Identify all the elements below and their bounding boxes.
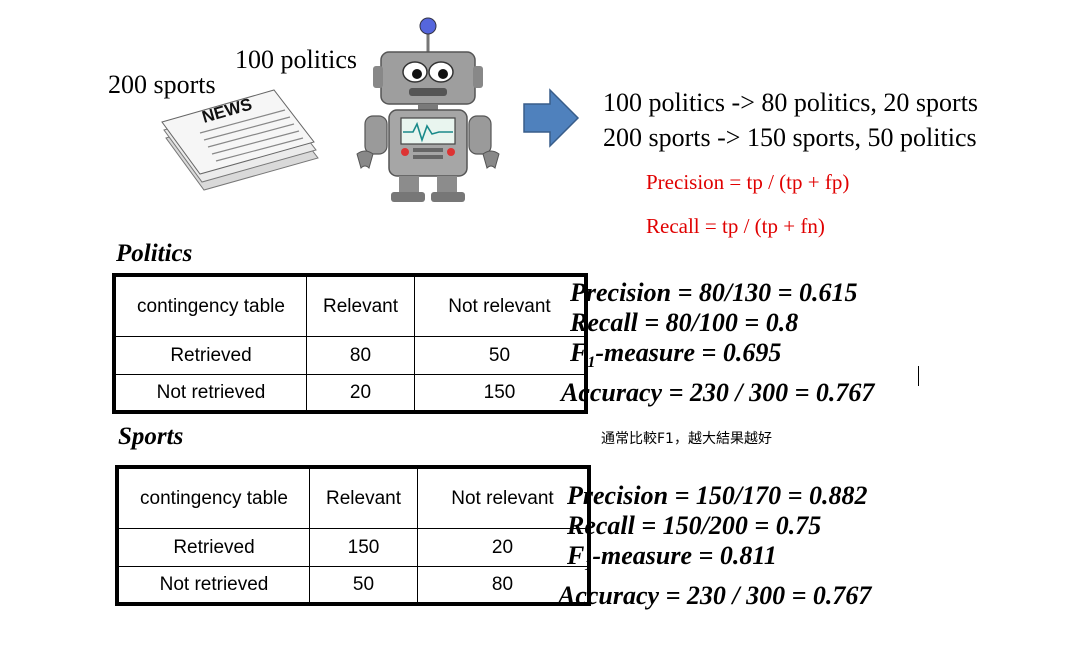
precision-metric: Precision = 80/130 = 0.615: [570, 278, 858, 307]
text-cursor: [918, 366, 919, 386]
table-header-cell: contingency table: [115, 276, 307, 337]
table-cell: Not retrieved: [118, 566, 310, 603]
table-cell: Retrieved: [115, 336, 307, 375]
recall-metric: Recall = 80/100 = 0.8: [570, 308, 799, 337]
politics-heading: Politics: [116, 240, 193, 267]
table-cell: 50: [414, 336, 585, 375]
accuracy-metric: Accuracy = 230 / 300 = 0.767: [561, 378, 875, 408]
table-cell: 50: [309, 566, 418, 603]
robot-icon: [356, 17, 500, 202]
table-header-cell: Not relevant: [414, 276, 585, 337]
input-sports-label: 200 sports: [108, 70, 216, 99]
table-row: Retrieved 150 20: [118, 528, 588, 567]
precision-metric: Precision = 150/170 = 0.882: [567, 481, 868, 510]
f1-metric: F1-measure = 0.811: [567, 541, 777, 575]
table-cell: Retrieved: [118, 528, 310, 567]
precision-formula: Precision = tp / (tp + fp): [646, 170, 850, 194]
table-cell: 20: [417, 528, 588, 567]
politics-metrics: Precision = 80/130 = 0.615 Recall = 80/1…: [561, 278, 874, 408]
recall-formula: Recall = tp / (tp + fn): [646, 214, 825, 238]
table-row: Not retrieved 20 150: [115, 374, 585, 411]
newspaper-illustration: NEWS: [160, 78, 325, 193]
input-politics-label: 100 politics: [235, 45, 358, 74]
sports-heading: Sports: [118, 423, 184, 450]
robot-illustration: [335, 14, 520, 204]
table-header-cell: Relevant: [309, 468, 418, 529]
sports-contingency-table: contingency table Relevant Not relevant …: [115, 465, 591, 606]
politics-contingency-table: contingency table Relevant Not relevant …: [112, 273, 588, 414]
table-cell: 80: [417, 566, 588, 603]
result-line-sports: 200 sports -> 150 sports, 50 politics: [603, 123, 977, 152]
table-row: Not retrieved 50 80: [118, 566, 588, 603]
accuracy-metric: Accuracy = 230 / 300 = 0.767: [558, 581, 872, 611]
f1-metric: F1-measure = 0.695: [570, 338, 782, 372]
result-line-politics: 100 politics -> 80 politics, 20 sports: [603, 88, 979, 117]
table-header-cell: contingency table: [118, 468, 310, 529]
table-cell: 80: [306, 336, 415, 375]
arrow-right-icon: [522, 88, 580, 148]
table-header-cell: Relevant: [306, 276, 415, 337]
table-cell: Not retrieved: [115, 374, 307, 411]
table-cell: 20: [306, 374, 415, 411]
recall-metric: Recall = 150/200 = 0.75: [567, 511, 822, 540]
table-cell: 150: [414, 374, 585, 411]
table-cell: 150: [309, 528, 418, 567]
note-text: 通常比較F1，越大結果越好: [601, 431, 772, 447]
table-header-row: contingency table Relevant Not relevant: [115, 276, 585, 337]
sports-metrics: Precision = 150/170 = 0.882 Recall = 150…: [558, 481, 871, 611]
newspaper-icon: NEWS: [161, 89, 319, 191]
table-header-row: contingency table Relevant Not relevant: [118, 468, 588, 529]
table-header-cell: Not relevant: [417, 468, 588, 529]
table-row: Retrieved 80 50: [115, 336, 585, 375]
